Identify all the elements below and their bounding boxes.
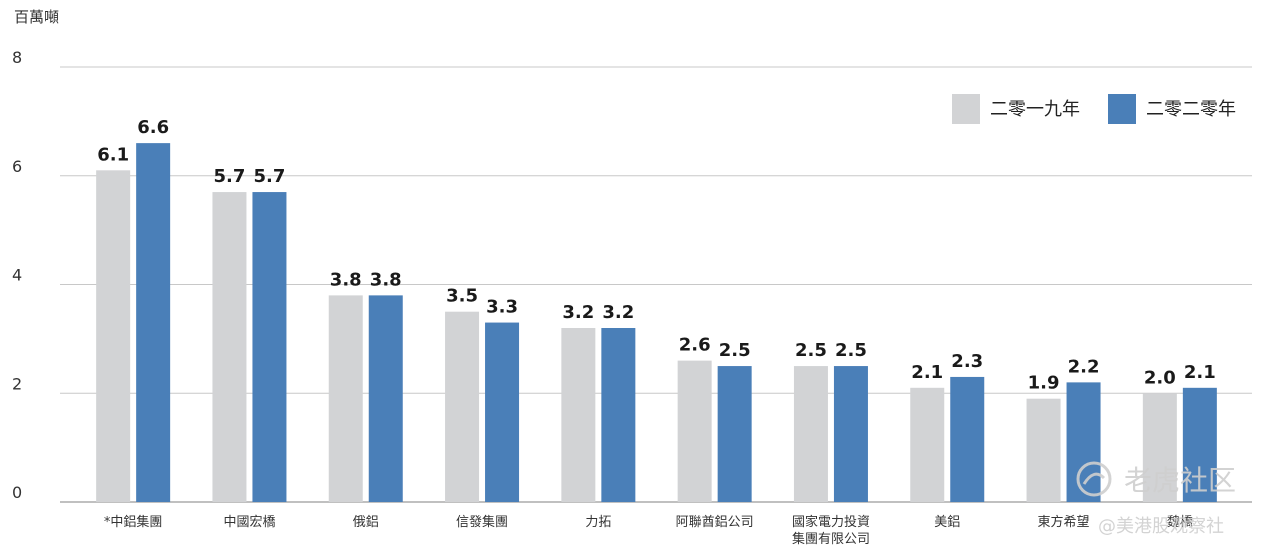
bar-value-label: 2.5 xyxy=(719,340,751,361)
bar-value-label: 3.8 xyxy=(330,269,362,290)
bar-value-label: 2.3 xyxy=(951,351,983,372)
bar xyxy=(136,143,171,502)
value-labels: 6.1 6.6 5.7 5.7 3.8 3.8 3.5 3.3 3.2 3.2 2.6 2.5 2.5 2… xyxy=(97,117,1216,394)
bar-value-label: 3.8 xyxy=(370,269,402,290)
bar-value-label: 2.5 xyxy=(795,340,827,361)
bar xyxy=(717,366,752,502)
bar-value-label: 5.7 xyxy=(214,166,246,187)
bar xyxy=(601,328,636,502)
x-category-label: 魏橋 xyxy=(1167,515,1193,530)
tiger-logo-stripe xyxy=(1082,472,1106,485)
bar xyxy=(1066,382,1101,502)
y-tick-label: 0 xyxy=(12,483,22,502)
bar-value-label: 6.6 xyxy=(137,117,169,138)
x-category-label: *中鋁集團 xyxy=(104,514,163,530)
bar xyxy=(328,295,363,502)
bar xyxy=(561,328,596,502)
bar xyxy=(910,387,945,502)
tiger-logo-icon xyxy=(1076,461,1112,497)
bar-value-label: 2.0 xyxy=(1144,367,1176,388)
watermark-handle: @美港股观察社 xyxy=(1098,516,1224,537)
legend: 二零一九年 二零二零年 xyxy=(952,94,1236,124)
x-category-label: 東方希望 xyxy=(1038,514,1090,530)
x-category-label: 國家電力投資 xyxy=(792,514,870,530)
x-category-label: 俄鋁 xyxy=(353,515,379,530)
x-category-label: 信發集團 xyxy=(456,514,508,530)
watermark-brand: 老虎社区 xyxy=(1124,464,1236,497)
bar xyxy=(368,295,403,502)
bar xyxy=(1182,387,1217,502)
legend-label: 二零二零年 xyxy=(1146,99,1236,120)
bar xyxy=(485,322,520,502)
legend-swatch xyxy=(1108,94,1136,124)
bar-value-label: 2.5 xyxy=(835,340,867,361)
bar-value-label: 3.2 xyxy=(562,302,594,323)
y-axis-unit-label: 百萬噸 xyxy=(14,8,59,26)
bar xyxy=(833,366,868,502)
x-category-label: 集團有限公司 xyxy=(792,531,870,547)
x-category-label: 阿聯酋鋁公司 xyxy=(676,514,754,530)
bar xyxy=(1026,398,1061,502)
bar xyxy=(677,360,712,502)
x-category-label: 力拓 xyxy=(585,515,611,530)
bar xyxy=(252,192,287,502)
y-tick-label: 6 xyxy=(12,157,22,176)
y-tick-label: 8 xyxy=(12,48,22,67)
bar-value-label: 6.1 xyxy=(97,144,129,165)
y-axis-ticks: 0 2 4 6 8 xyxy=(12,48,22,502)
bar xyxy=(793,366,828,502)
y-tick-label: 4 xyxy=(12,266,22,285)
bar xyxy=(96,170,131,502)
bar-value-label: 1.9 xyxy=(1028,373,1060,394)
bar-value-label: 3.2 xyxy=(602,302,634,323)
bar xyxy=(1142,393,1177,502)
x-category-label: 中國宏橋 xyxy=(223,515,275,530)
legend-label: 二零一九年 xyxy=(990,99,1080,120)
bar-value-label: 5.7 xyxy=(254,166,286,187)
y-tick-label: 2 xyxy=(12,374,22,393)
bar xyxy=(212,192,247,502)
bar-value-label: 3.3 xyxy=(486,297,518,318)
bar-value-label: 2.1 xyxy=(1184,362,1216,383)
bars xyxy=(96,143,1217,502)
bar-value-label: 2.6 xyxy=(679,335,711,356)
watermark: 老虎社区 @美港股观察社 xyxy=(1076,461,1236,537)
bar xyxy=(445,311,480,502)
bar xyxy=(950,376,985,502)
bar-value-label: 2.1 xyxy=(911,362,943,383)
x-category-label: 美鋁 xyxy=(934,515,960,530)
bar-value-label: 3.5 xyxy=(446,286,478,307)
legend-swatch xyxy=(952,94,980,124)
bar-value-label: 2.2 xyxy=(1068,356,1100,377)
